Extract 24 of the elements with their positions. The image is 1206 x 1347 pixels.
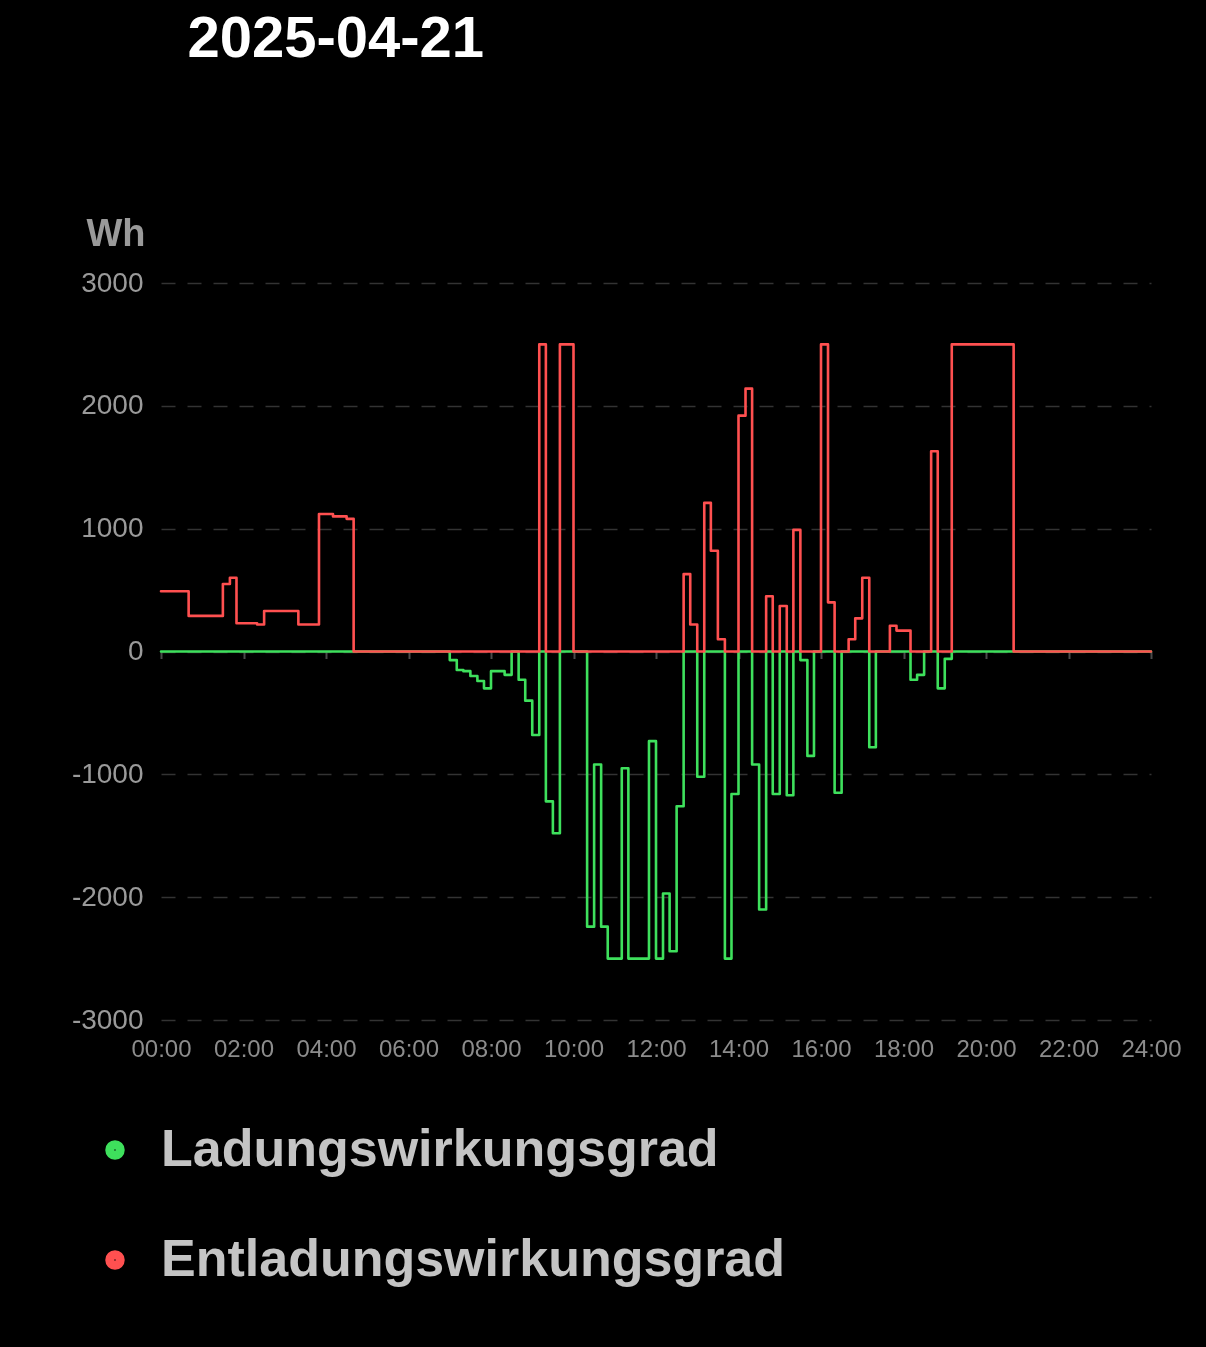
legend-label: Ladungswirkungsgrad (161, 1119, 719, 1177)
x-tick-label: 18:00 (873, 1034, 935, 1062)
y-tick-label: 3000 (81, 266, 144, 298)
x-tick-label: 06:00 (378, 1034, 440, 1062)
y-axis-title: Wh (86, 211, 146, 254)
y-tick-label: 0 (127, 635, 144, 666)
x-tick-label: 10:00 (543, 1034, 605, 1062)
chart-title: 2025-04-21 (187, 4, 485, 69)
x-tick-label: 22:00 (1038, 1034, 1100, 1062)
x-tick-label: 24:00 (1121, 1034, 1182, 1062)
y-tick-label: 1000 (81, 512, 144, 544)
legend-label: Entladungswirkungsgrad (161, 1229, 786, 1287)
x-tick-label: 20:00 (956, 1034, 1017, 1062)
x-tick-label: 12:00 (626, 1034, 687, 1062)
y-tick-label: -1000 (71, 757, 144, 789)
x-tick-label: 08:00 (461, 1034, 522, 1062)
x-tick-label: 00:00 (131, 1034, 192, 1062)
x-tick-label: 02:00 (213, 1034, 275, 1062)
x-tick-label: 16:00 (791, 1034, 852, 1062)
x-tick-label: 04:00 (296, 1034, 357, 1062)
y-tick-label: 2000 (81, 389, 144, 421)
x-tick-label: 14:00 (708, 1034, 770, 1062)
y-tick-label: -2000 (71, 880, 144, 912)
y-tick-label: -3000 (71, 1003, 144, 1035)
